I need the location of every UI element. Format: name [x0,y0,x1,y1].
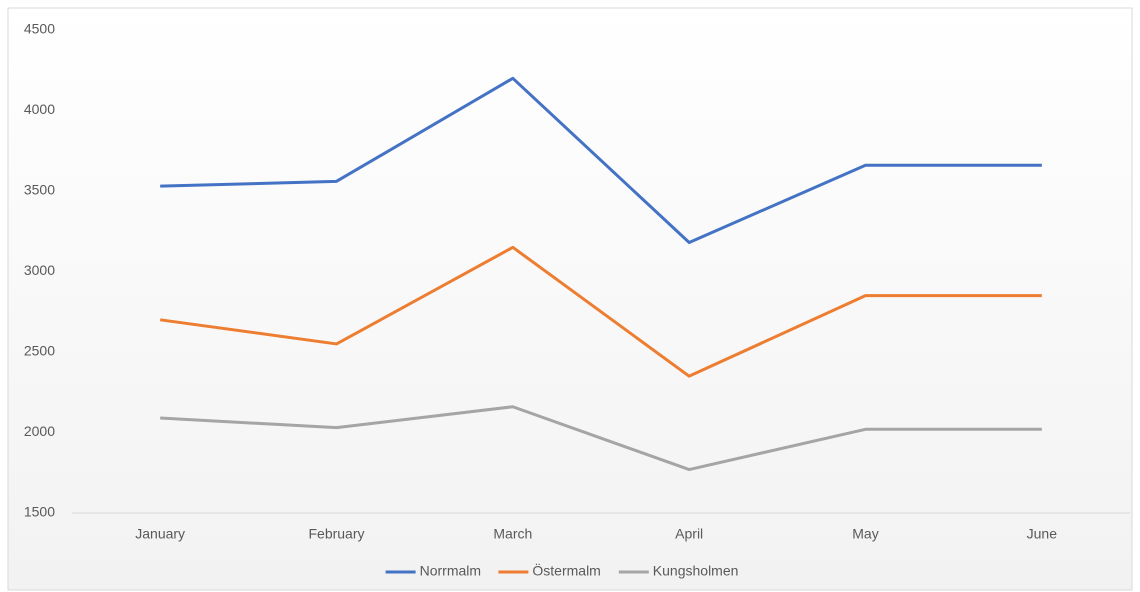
series-line [159,245,1042,378]
x-tick-label: January [135,526,185,542]
y-tick-label: 3500 [24,182,55,198]
legend-label: Östermalm [532,562,600,579]
y-tick-label: 2000 [24,423,55,439]
x-tick-label: April [675,526,703,542]
x-tick-label: March [493,526,532,542]
series-line [160,405,1042,472]
y-tick-label: 1500 [24,504,55,520]
series-line [160,76,1042,245]
legend-label: Norrmalm [420,563,481,579]
y-tick-label: 4000 [24,101,55,117]
x-tick-label: June [1027,526,1058,542]
x-tick-label: May [852,526,878,542]
x-tick-label: February [308,526,364,542]
y-tick-label: 4500 [24,21,55,37]
chart-frame [7,7,1133,591]
y-tick-label: 2500 [24,343,55,359]
legend-label: Kungsholmen [653,563,739,579]
y-tick-label: 3000 [24,262,55,278]
